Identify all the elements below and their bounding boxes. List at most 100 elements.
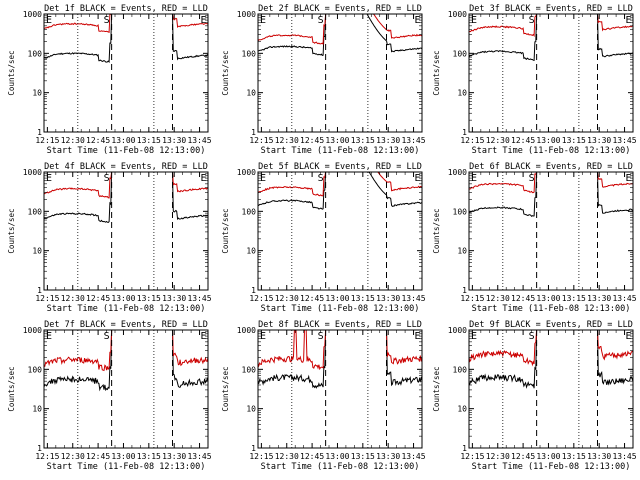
x-tick-label: 12:30 — [486, 452, 510, 461]
panel-title: Det 8f BLACK = Events, RED = LLD — [258, 320, 422, 330]
start-marker-label: S — [104, 15, 110, 26]
y-tick-label: 10 — [246, 405, 256, 414]
x-tick-label: 12:15 — [249, 294, 273, 303]
start-marker-label: S — [529, 331, 535, 342]
y-axis-label: Counts/sec — [7, 366, 16, 411]
plot-area — [44, 330, 208, 392]
start-marker-label: S — [318, 331, 324, 342]
corner-marker-label: E — [471, 15, 477, 26]
plot-frame — [468, 13, 634, 133]
corner-marker-label: E — [471, 173, 477, 184]
x-tick-label: 13:15 — [351, 452, 375, 461]
panel-title: Det 5f BLACK = Events, RED = LLD — [258, 162, 422, 172]
x-axis-label: Start Time (11-Feb-08 12:13:00) — [472, 462, 631, 472]
x-tick-label: 13:30 — [587, 294, 611, 303]
start-marker-label: S — [318, 173, 324, 184]
y-tick-label: 10 — [457, 89, 467, 98]
x-tick-label: 13:30 — [162, 452, 186, 461]
events-series-line — [469, 14, 633, 62]
x-tick-label: 12:30 — [275, 294, 299, 303]
events-series-line — [469, 330, 633, 389]
x-axis-label: Start Time (11-Feb-08 12:13:00) — [47, 462, 206, 472]
x-tick-label: 13:15 — [351, 294, 375, 303]
y-axis-label: Counts/sec — [221, 208, 230, 253]
y-tick-label: 100 — [453, 49, 468, 58]
y-tick-label: 1000 — [23, 10, 42, 19]
x-tick-label: 12:15 — [460, 136, 484, 145]
corner-marker-label: E — [46, 173, 52, 184]
y-tick-label: 1 — [251, 444, 256, 453]
y-tick-label: 1000 — [237, 326, 256, 335]
x-tick-label: 13:15 — [562, 136, 586, 145]
plot-area — [258, 14, 422, 56]
lld-series-line — [44, 172, 208, 199]
x-tick-label: 12:30 — [61, 452, 85, 461]
end-marker-label: E — [414, 15, 420, 26]
y-tick-label: 1000 — [448, 168, 467, 177]
lld-series-line — [258, 14, 422, 46]
y-tick-label: 100 — [242, 49, 257, 58]
x-tick-label: 12:15 — [35, 136, 59, 145]
y-tick-label: 100 — [28, 207, 43, 216]
corner-marker-label: E — [260, 331, 266, 342]
y-tick-label: 10 — [457, 247, 467, 256]
y-tick-label: 10 — [457, 405, 467, 414]
x-tick-label: 13:15 — [562, 294, 586, 303]
events-series-line — [44, 172, 208, 223]
events-series-line — [44, 330, 208, 392]
corner-marker-label: E — [260, 173, 266, 184]
x-tick-label: 12:45 — [86, 136, 110, 145]
end-marker-label: E — [414, 331, 420, 342]
events-series-line — [258, 330, 422, 389]
end-marker-label: E — [414, 173, 420, 184]
y-tick-label: 1000 — [448, 326, 467, 335]
y-axis-label: Counts/sec — [7, 208, 16, 253]
corner-marker-label: E — [46, 15, 52, 26]
plot-area — [258, 330, 422, 389]
y-tick-label: 1 — [462, 444, 467, 453]
y-tick-label: 100 — [242, 365, 257, 374]
x-tick-label: 12:45 — [300, 136, 324, 145]
corner-marker-label: E — [46, 331, 52, 342]
plot-frame — [43, 171, 209, 291]
plot-area — [44, 172, 208, 223]
end-marker-label: E — [200, 15, 206, 26]
y-axis-label: Counts/sec — [7, 50, 16, 95]
x-tick-label: 13:45 — [401, 452, 425, 461]
plot-area — [469, 330, 633, 389]
x-tick-label: 13:30 — [587, 452, 611, 461]
x-tick-label: 13:00 — [111, 452, 135, 461]
x-tick-label: 13:30 — [376, 452, 400, 461]
y-tick-label: 10 — [32, 405, 42, 414]
x-tick-label: 12:45 — [300, 452, 324, 461]
x-tick-label: 13:30 — [376, 136, 400, 145]
x-tick-label: 12:45 — [511, 136, 535, 145]
plot-frame — [43, 329, 209, 449]
plot-area — [469, 172, 633, 217]
x-tick-label: 13:15 — [137, 452, 161, 461]
y-tick-label: 1 — [251, 128, 256, 137]
x-axis-label: Start Time (11-Feb-08 12:13:00) — [472, 304, 631, 314]
x-tick-label: 13:15 — [137, 136, 161, 145]
x-tick-label: 13:00 — [111, 294, 135, 303]
y-tick-label: 100 — [28, 49, 43, 58]
x-tick-label: 13:45 — [612, 452, 636, 461]
events-series-line — [44, 14, 208, 63]
x-tick-label: 13:30 — [162, 294, 186, 303]
y-tick-label: 1 — [37, 444, 42, 453]
end-marker-label: E — [625, 331, 631, 342]
x-tick-label: 12:30 — [61, 294, 85, 303]
y-axis-label: Counts/sec — [432, 50, 441, 95]
x-tick-label: 12:15 — [35, 452, 59, 461]
y-tick-label: 1 — [37, 128, 42, 137]
plot-frame — [257, 171, 423, 291]
x-tick-label: 12:15 — [460, 294, 484, 303]
corner-marker-label: E — [260, 15, 266, 26]
x-tick-label: 12:45 — [86, 452, 110, 461]
x-tick-label: 13:00 — [536, 136, 560, 145]
x-tick-label: 13:15 — [562, 452, 586, 461]
x-tick-label: 12:45 — [511, 294, 535, 303]
